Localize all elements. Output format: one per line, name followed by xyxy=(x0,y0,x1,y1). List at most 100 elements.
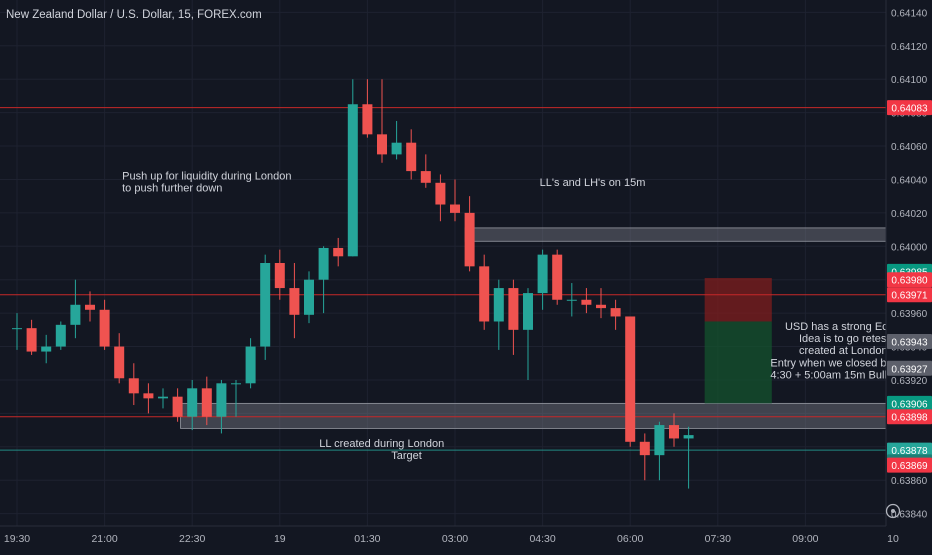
candles[interactable] xyxy=(12,79,694,489)
price-tick-label: 0.64140 xyxy=(891,8,928,19)
settings-icon[interactable] xyxy=(885,503,901,519)
price-badge xyxy=(887,395,932,411)
price-badge xyxy=(887,442,932,458)
bear-candle[interactable] xyxy=(581,299,592,305)
bear-candle[interactable] xyxy=(450,204,460,213)
zone-gray[interactable] xyxy=(180,402,906,429)
time-tick-label: 22:30 xyxy=(179,533,205,545)
annotation-line: created at London xyxy=(799,345,888,357)
price-badge-label: 0.63927 xyxy=(891,364,928,375)
bull-candle[interactable] xyxy=(41,346,52,352)
annotation-line: Entry when we closed below xyxy=(770,358,909,370)
bull-candle[interactable] xyxy=(391,142,402,155)
bear-candle[interactable] xyxy=(362,104,373,135)
price-badge-label: 0.63980 xyxy=(891,276,928,287)
time-tick-label: 19 xyxy=(274,533,286,545)
time-tick-label: 04:30 xyxy=(529,533,555,545)
bear-candle[interactable] xyxy=(114,346,125,379)
bull-candle[interactable] xyxy=(566,299,577,301)
price-badge-label: 0.63943 xyxy=(891,338,928,349)
bear-candle[interactable] xyxy=(552,254,563,300)
price-badge-label: 0.63906 xyxy=(891,399,928,410)
bull-candle[interactable] xyxy=(318,247,329,280)
price-badge xyxy=(887,360,932,376)
bull-candle[interactable] xyxy=(70,304,81,325)
bull-candle[interactable] xyxy=(12,328,22,330)
price-badge xyxy=(887,457,932,473)
price-badge xyxy=(887,409,932,425)
bull-candle[interactable] xyxy=(347,104,358,257)
bear-candle[interactable] xyxy=(479,266,490,322)
time-tick-label: 19:30 xyxy=(4,533,30,545)
price-tick-label: 0.64120 xyxy=(891,42,928,53)
price-tick-label: 0.64000 xyxy=(891,242,928,253)
price-tick-label: 0.64020 xyxy=(891,209,928,220)
bear-candle[interactable] xyxy=(201,388,212,417)
bull-candle[interactable] xyxy=(216,383,227,417)
time-tick-label: 21:00 xyxy=(91,533,117,545)
grid xyxy=(0,0,894,526)
price-badge-label: 0.63869 xyxy=(891,461,928,472)
zone-gray[interactable] xyxy=(464,227,906,242)
bull-candle[interactable] xyxy=(187,388,198,417)
bear-candle[interactable] xyxy=(669,425,679,439)
price-badge xyxy=(887,272,932,288)
bull-candle[interactable] xyxy=(654,425,665,456)
bull-candle[interactable] xyxy=(245,346,256,384)
price-tick-label: 0.63920 xyxy=(891,376,928,387)
bear-candle[interactable] xyxy=(274,263,285,289)
chart-annotation: LL's and LH's on 15m xyxy=(540,177,646,189)
bear-candle[interactable] xyxy=(639,441,650,456)
bull-candle[interactable] xyxy=(260,263,271,347)
price-tick-label: 0.63840 xyxy=(891,510,928,521)
bull-candle[interactable] xyxy=(231,383,241,385)
bear-candle[interactable] xyxy=(406,142,417,172)
bull-candle[interactable] xyxy=(493,288,504,322)
annotation-line: Target xyxy=(391,450,422,462)
bear-candle[interactable] xyxy=(85,304,95,310)
annotation-line: Push up for liquidity during London xyxy=(122,170,291,182)
price-tick-label: 0.64060 xyxy=(891,142,928,153)
time-axis[interactable]: 19:30 21:00 22:30 19 01:30 03:00 04:30 06:00 07:… xyxy=(4,533,899,545)
time-tick-label: 06:00 xyxy=(617,533,643,545)
price-tick-label: 0.64040 xyxy=(891,175,928,186)
level-lines xyxy=(0,107,886,451)
price-badge-label: 0.63898 xyxy=(891,413,928,424)
bear-candle[interactable] xyxy=(143,393,154,399)
chart-annotation: Push up for liquidity during London to pu… xyxy=(122,170,291,194)
price-tick-label: 0.63960 xyxy=(891,309,928,320)
bear-candle[interactable] xyxy=(289,288,300,315)
bear-candle[interactable] xyxy=(99,309,110,347)
price-labels: 0.640830.639850.639800.639710.639430.639… xyxy=(887,100,932,473)
price-badge-label: 0.63971 xyxy=(891,291,928,302)
bear-candle[interactable] xyxy=(596,304,606,309)
bull-candle[interactable] xyxy=(304,279,314,315)
price-badge-label: 0.64083 xyxy=(891,104,928,115)
bear-candle[interactable] xyxy=(128,378,139,394)
bear-candle[interactable] xyxy=(435,182,446,205)
bear-candle[interactable] xyxy=(508,288,519,330)
zone-target[interactable] xyxy=(704,321,772,404)
bear-candle[interactable] xyxy=(464,212,475,267)
bull-candle[interactable] xyxy=(537,254,548,294)
zones xyxy=(180,227,906,429)
bear-candle[interactable] xyxy=(420,171,431,183)
bear-candle[interactable] xyxy=(625,316,636,442)
zone-stop[interactable] xyxy=(704,278,772,322)
price-badge xyxy=(887,287,932,303)
annotation-line: to push further down xyxy=(122,182,222,194)
bear-candle[interactable] xyxy=(377,134,387,155)
bear-candle[interactable] xyxy=(333,247,344,257)
bull-candle[interactable] xyxy=(55,324,66,347)
price-badge xyxy=(887,334,932,350)
chart-annotation: LL created during London Target xyxy=(319,438,444,462)
bear-candle[interactable] xyxy=(610,308,621,317)
bear-candle[interactable] xyxy=(172,396,183,417)
bull-candle[interactable] xyxy=(158,396,168,399)
bear-candle[interactable] xyxy=(26,328,37,352)
price-tick-label: 0.63860 xyxy=(891,476,928,487)
bull-candle[interactable] xyxy=(523,293,533,330)
bull-candle[interactable] xyxy=(683,435,694,439)
